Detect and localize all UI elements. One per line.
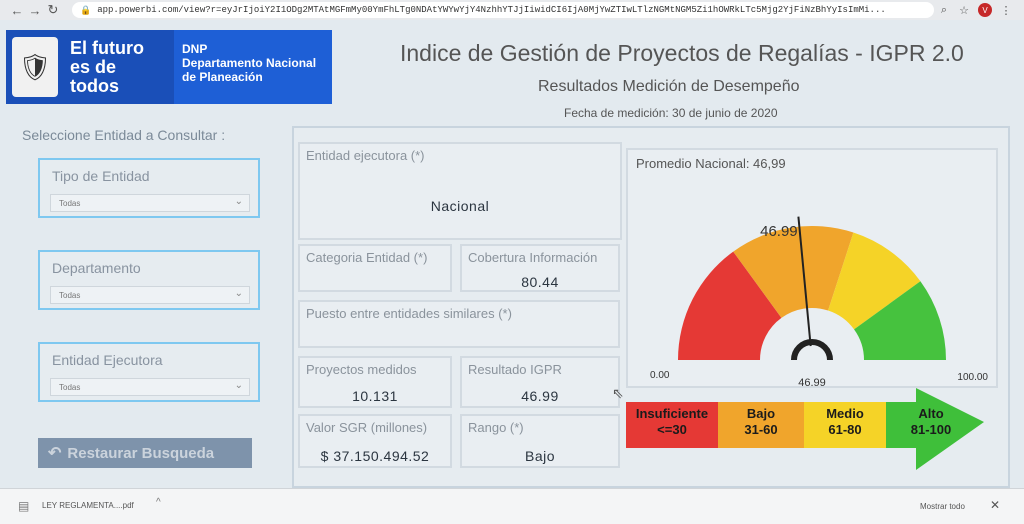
card-valor-sgr: Valor SGR (millones) $ 37.150.494.52 bbox=[298, 414, 452, 468]
avatar[interactable]: V bbox=[978, 3, 992, 17]
menu-icon[interactable]: ⋮ bbox=[1000, 4, 1012, 17]
legend-name: Alto bbox=[918, 406, 944, 421]
browser-toolbar: ← → ↻ 🔒 app.powerbi.com/view?r=eyJrIjoiY… bbox=[0, 0, 1024, 20]
legend-item-insuficiente: Insuficiente <=30 bbox=[626, 400, 718, 444]
card-value: Nacional bbox=[430, 198, 490, 214]
close-icon[interactable]: ✕ bbox=[990, 498, 1001, 512]
gauge-segment-1 bbox=[733, 226, 854, 318]
card-label: Rango (*) bbox=[468, 420, 524, 435]
dnp-abbr: DNP bbox=[182, 42, 208, 56]
coat-of-arms-icon: 🛡 bbox=[12, 37, 58, 97]
gauge-title: Promedio Nacional: 46,99 bbox=[636, 156, 786, 171]
restore-search-button[interactable]: ↶ Restaurar Busqueda bbox=[38, 438, 252, 468]
card-categoria-entidad: Categoria Entidad (*) bbox=[298, 244, 452, 292]
logo-banner: 🛡 El futuro es de todos DNP Departamento… bbox=[6, 30, 332, 104]
gauge-segment-3 bbox=[854, 281, 946, 360]
card-resultado-igpr: Resultado IGPR 46.99 bbox=[460, 356, 620, 408]
card-value: $ 37.150.494.52 bbox=[320, 448, 430, 464]
gauge-min-label: 0.00 bbox=[650, 370, 670, 381]
chevron-down-icon: ⌄ bbox=[234, 380, 243, 391]
slogan: El futuro es de todos bbox=[70, 37, 144, 96]
gauge-value-label: 46.99 bbox=[760, 223, 798, 240]
dropdown-value: Todas bbox=[59, 383, 81, 392]
search-icon[interactable]: ⌕ bbox=[940, 3, 948, 16]
mouse-cursor-icon: ⇖ bbox=[612, 385, 624, 401]
dnp-name: Departamento Nacional de Planeación bbox=[182, 56, 317, 84]
download-item[interactable]: LEY REGLAMENTA....pdf bbox=[42, 501, 134, 510]
legend-name: Bajo bbox=[746, 406, 776, 421]
forward-icon[interactable]: → bbox=[28, 2, 42, 18]
legend-arrow-icon bbox=[626, 388, 984, 470]
legend-item-alto: Alto 81-100 bbox=[888, 400, 974, 444]
card-label: Puesto entre entidades similares (*) bbox=[306, 306, 512, 321]
legend-range: <=30 bbox=[657, 422, 687, 437]
gauge-segment-2 bbox=[828, 232, 921, 330]
gauge-max-label: 100.00 bbox=[957, 372, 988, 383]
page-subtitle: Resultados Medición de Desempeño bbox=[538, 78, 800, 95]
card-label: Proyectos medidos bbox=[306, 362, 417, 377]
entidad-ejecutora-dropdown[interactable]: Todas ⌄ bbox=[50, 378, 250, 396]
legend-item-medio: Medio 61-80 bbox=[804, 400, 886, 444]
undo-icon: ↶ bbox=[48, 445, 62, 462]
filter-entidad-ejecutora: Entidad Ejecutora Todas ⌄ bbox=[38, 342, 260, 402]
gauge-hub bbox=[791, 339, 833, 361]
card-value: 10.131 bbox=[352, 388, 398, 404]
legend-name: Insuficiente bbox=[635, 406, 709, 421]
card-rango: Rango (*) Bajo bbox=[460, 414, 620, 468]
lock-icon: 🔒 bbox=[80, 4, 92, 15]
pdf-file-icon: ▤ bbox=[18, 499, 30, 513]
card-label: Cobertura Información bbox=[468, 250, 598, 265]
card-puesto: Puesto entre entidades similares (*) bbox=[298, 300, 620, 348]
dropdown-value: Todas bbox=[59, 291, 81, 300]
restore-search-label: Restaurar Busqueda bbox=[67, 444, 215, 462]
gauge-needle bbox=[797, 216, 812, 347]
gauge-segment-0 bbox=[678, 251, 782, 360]
tipo-entidad-dropdown[interactable]: Todas ⌄ bbox=[50, 194, 250, 212]
chevron-down-icon: ⌄ bbox=[234, 196, 243, 207]
card-label: Valor SGR (millones) bbox=[306, 420, 428, 435]
card-label: Entidad ejecutora (*) bbox=[306, 148, 425, 163]
filter-departamento: Departamento Todas ⌄ bbox=[38, 250, 260, 310]
gauge-chart: 46.99 46.99 0.00 100.00 bbox=[650, 216, 988, 389]
report-page: 🛡 El futuro es de todos DNP Departamento… bbox=[0, 20, 1024, 488]
card-value: 46.99 bbox=[521, 388, 559, 404]
legend-item-bajo: Bajo 31-60 bbox=[718, 400, 804, 444]
legend-range: 31-60 bbox=[744, 422, 778, 437]
dnp-block: DNP Departamento Nacional de Planeación bbox=[174, 30, 332, 104]
departamento-dropdown[interactable]: Todas ⌄ bbox=[50, 286, 250, 304]
reload-icon[interactable]: ↻ bbox=[47, 2, 59, 17]
chevron-down-icon: ⌄ bbox=[234, 288, 243, 299]
back-icon[interactable]: ← bbox=[10, 2, 24, 18]
card-cobertura: Cobertura Información 80.44 bbox=[460, 244, 620, 292]
show-all-button[interactable]: Mostrar todo bbox=[920, 502, 965, 511]
address-bar[interactable]: 🔒 app.powerbi.com/view?r=eyJrIjoiY2I1ODg… bbox=[72, 2, 934, 18]
gauge-card: Promedio Nacional: 46,99 46.99 46.99 0.00 1… bbox=[626, 148, 998, 389]
filter-label: Departamento bbox=[52, 260, 141, 276]
url-text: app.powerbi.com/view?r=eyJrIjoiY2I1ODg2M… bbox=[97, 5, 886, 15]
legend-name: Medio bbox=[826, 406, 864, 421]
card-proyectos-medidos: Proyectos medidos 10.131 bbox=[298, 356, 452, 408]
card-entidad-ejecutora: Entidad ejecutora (*) Nacional bbox=[298, 142, 622, 240]
card-label: Categoria Entidad (*) bbox=[306, 250, 428, 265]
legend-range: 61-80 bbox=[828, 422, 862, 437]
filter-heading: Seleccione Entidad a Consultar : bbox=[22, 127, 226, 143]
star-icon[interactable]: ☆ bbox=[959, 4, 969, 17]
measurement-date: Fecha de medición: 30 de junio de 2020 bbox=[564, 106, 778, 120]
card-label: Resultado IGPR bbox=[468, 362, 562, 377]
page-title: Indice de Gestión de Proyectos de Regalí… bbox=[400, 40, 964, 66]
dropdown-value: Todas bbox=[59, 199, 81, 208]
filter-tipo-entidad: Tipo de Entidad Todas ⌄ bbox=[38, 158, 260, 218]
legend-range: 81-100 bbox=[910, 422, 952, 437]
filter-label: Entidad Ejecutora bbox=[52, 352, 163, 368]
card-value: Bajo bbox=[524, 448, 556, 464]
chevron-up-icon[interactable]: ^ bbox=[156, 497, 161, 508]
gauge-center-label: 46.99 bbox=[798, 377, 826, 389]
card-value: 80.44 bbox=[521, 274, 559, 290]
filter-label: Tipo de Entidad bbox=[52, 168, 150, 184]
downloads-bar: ▤ LEY REGLAMENTA....pdf ^ Mostrar todo ✕ bbox=[0, 488, 1024, 524]
